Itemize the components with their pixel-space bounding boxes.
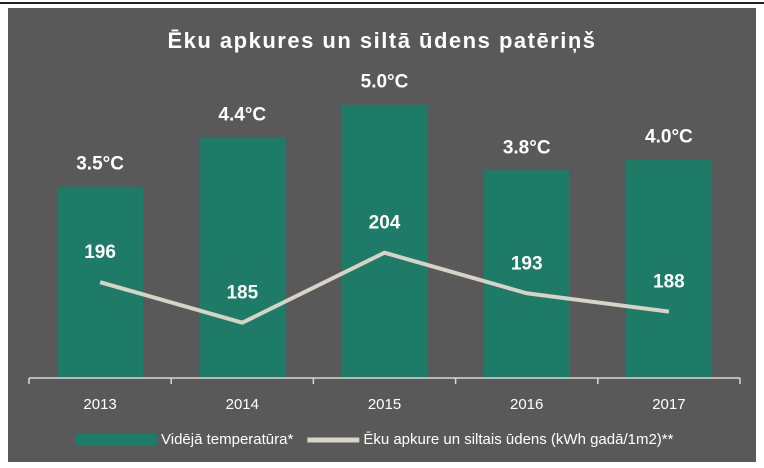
legend-label: Ēku apkure un siltais ūdens (kWh gadā/1m… <box>363 431 673 448</box>
x-tick-label: 2014 <box>226 396 259 413</box>
x-tick-label: 2016 <box>510 396 543 413</box>
line-label: 204 <box>369 213 401 234</box>
line-label: 185 <box>226 283 258 304</box>
bar-label: 3.5°C <box>76 154 124 175</box>
bar-label: 5.0°C <box>361 72 409 93</box>
chart-title: Ēku apkures un siltā ūdens patēriņš <box>167 28 596 53</box>
legend-label: Vidējā temperatūra* <box>161 431 293 448</box>
legend-swatch <box>75 434 157 446</box>
bar-label: 4.4°C <box>218 104 266 125</box>
bar <box>625 159 712 378</box>
bar-label: 4.0°C <box>645 126 693 147</box>
line-label: 196 <box>84 242 116 263</box>
line-label: 193 <box>511 253 543 274</box>
bar <box>199 137 286 378</box>
x-tick-label: 2013 <box>83 396 116 413</box>
x-tick-label: 2015 <box>368 396 401 413</box>
x-tick-label: 2017 <box>652 396 685 413</box>
bar <box>341 104 428 379</box>
bar <box>483 170 570 378</box>
line-label: 188 <box>653 272 685 293</box>
bar-label: 3.8°C <box>503 137 551 158</box>
line <box>99 250 670 325</box>
